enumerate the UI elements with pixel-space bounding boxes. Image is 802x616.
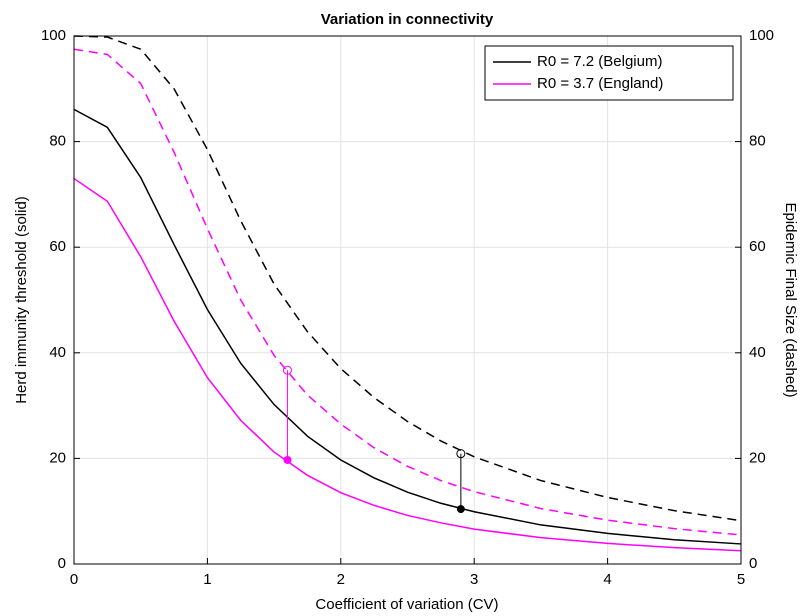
line-series <box>73 48 742 536</box>
y-tick-label: 0 <box>58 555 66 572</box>
line-series <box>73 177 742 552</box>
x-tick-label: 3 <box>470 571 478 588</box>
y2-tick-label: 40 <box>749 344 766 361</box>
y-tick-label: 80 <box>49 133 66 150</box>
chart-title: Variation in connectivity <box>321 11 494 28</box>
highlight-point <box>456 505 465 514</box>
y2-tick-label: 60 <box>749 238 766 255</box>
highlight-point <box>282 365 292 375</box>
line-series <box>73 108 742 545</box>
legend-label: R0 = 7.2 (Belgium) <box>537 53 662 70</box>
y2-tick-label: 100 <box>749 27 774 44</box>
x-tick-label: 0 <box>70 571 78 588</box>
y-tick-label: 60 <box>49 238 66 255</box>
x-tick-label: 2 <box>337 571 345 588</box>
y-axis-label: Herd immunity threshold (solid) <box>13 196 30 404</box>
highlight-point <box>283 455 292 464</box>
x-tick-label: 5 <box>737 571 745 588</box>
y2-tick-label: 80 <box>749 133 766 150</box>
legend-box <box>484 45 734 101</box>
x-tick-label: 1 <box>203 571 211 588</box>
x-axis-label: Coefficient of variation (CV) <box>315 596 498 613</box>
plot-frame <box>73 35 742 565</box>
line-series <box>73 35 742 522</box>
y-tick-label: 20 <box>49 449 66 466</box>
highlight-point <box>456 449 466 459</box>
y-tick-label: 40 <box>49 344 66 361</box>
y-tick-label: 100 <box>41 27 66 44</box>
x-tick-label: 4 <box>603 571 611 588</box>
y2-tick-label: 20 <box>749 449 766 466</box>
y2-axis-label: Epidemic Final Size (dashed) <box>782 202 799 397</box>
y2-tick-label: 0 <box>749 555 757 572</box>
legend-label: R0 = 3.7 (England) <box>537 75 663 92</box>
